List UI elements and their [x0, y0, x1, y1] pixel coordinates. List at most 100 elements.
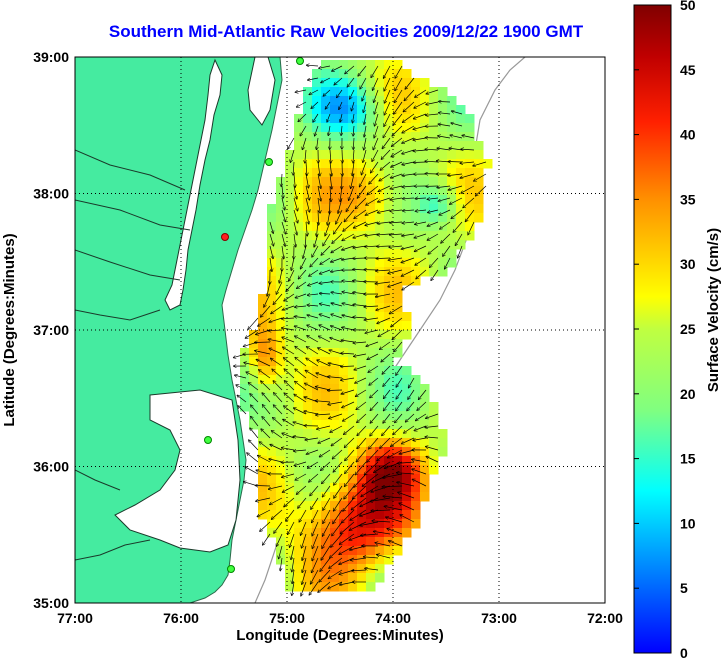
- velocity-cell: [366, 447, 376, 457]
- velocity-arrow: [394, 101, 403, 114]
- velocity-cell: [267, 285, 277, 295]
- velocity-cell: [267, 312, 277, 322]
- velocity-cell: [348, 528, 358, 538]
- velocity-arrow: [310, 257, 319, 267]
- velocity-cell: [402, 240, 412, 250]
- velocity-arrow: [377, 222, 391, 224]
- velocity-cell: [339, 69, 349, 79]
- velocity-cell: [429, 429, 439, 439]
- velocity-cell: [321, 339, 331, 349]
- velocity-cell: [303, 411, 313, 421]
- velocity-cell: [384, 285, 394, 295]
- velocity-cell: [258, 420, 268, 430]
- velocity-cell: [384, 339, 394, 349]
- velocity-cell: [366, 123, 376, 133]
- velocity-arrow: [272, 431, 283, 439]
- velocity-arrow: [264, 293, 271, 307]
- velocity-cell: [339, 510, 349, 520]
- velocity-cell: [420, 123, 430, 133]
- velocity-arrow: [269, 348, 283, 355]
- velocity-cell: [267, 438, 277, 448]
- velocity-cell: [438, 267, 448, 277]
- velocity-cell: [330, 429, 340, 439]
- velocity-cell: [339, 132, 349, 142]
- velocity-arrow: [414, 162, 427, 163]
- velocity-cell: [339, 177, 349, 187]
- velocity-cell: [330, 168, 340, 178]
- velocity-arrow: [462, 135, 475, 139]
- velocity-arrow: [281, 221, 286, 234]
- velocity-cell: [330, 78, 340, 88]
- velocity-arrow: [384, 77, 391, 91]
- velocity-cell: [366, 546, 376, 556]
- velocity-cell: [330, 150, 340, 160]
- velocity-arrow: [400, 515, 415, 523]
- velocity-arrow: [339, 545, 355, 554]
- velocity-arrow: [384, 389, 391, 398]
- latitude-tick-label: 39:00: [33, 49, 69, 65]
- velocity-cell: [375, 267, 385, 277]
- velocity-cell: [429, 267, 439, 277]
- velocity-cell: [357, 141, 367, 151]
- velocity-cell: [393, 258, 403, 268]
- velocity-cell: [330, 528, 340, 538]
- velocity-arrow: [351, 101, 355, 111]
- velocity-cell: [321, 177, 331, 187]
- velocity-cell: [357, 447, 367, 457]
- velocity-arrow: [306, 449, 319, 454]
- velocity-cell: [411, 168, 421, 178]
- velocity-arrow: [292, 557, 295, 572]
- velocity-arrow: [307, 336, 319, 343]
- velocity-cell: [303, 204, 313, 214]
- velocity-arrow: [461, 149, 475, 150]
- velocity-arrow: [291, 545, 295, 560]
- velocity-arrow: [343, 497, 355, 511]
- velocity-cell: [312, 546, 322, 556]
- velocity-arrow: [272, 509, 283, 519]
- velocity-cell: [312, 393, 322, 403]
- velocity-cell: [285, 222, 295, 232]
- velocity-cell: [330, 474, 340, 484]
- velocity-cell: [474, 186, 484, 196]
- velocity-arrow: [283, 419, 295, 427]
- velocity-arrow: [276, 533, 283, 546]
- velocity-arrow: [374, 101, 379, 114]
- velocity-cell: [330, 159, 340, 169]
- velocity-arrow: [425, 437, 439, 438]
- velocity-cell: [303, 222, 313, 232]
- velocity-arrow: [310, 485, 319, 496]
- velocity-arrow: [345, 473, 355, 486]
- velocity-cell: [267, 321, 277, 331]
- velocity-arrow: [307, 305, 319, 306]
- velocity-arrow: [297, 101, 307, 107]
- velocity-arrow: [413, 125, 427, 129]
- velocity-arrow: [399, 503, 415, 511]
- velocity-cell: [429, 159, 439, 169]
- velocity-arrow: [380, 341, 391, 349]
- velocity-cell: [267, 276, 277, 286]
- velocity-cell: [285, 582, 295, 592]
- velocity-cell: [339, 420, 349, 430]
- velocity-cell: [402, 222, 412, 232]
- velocity-cell: [402, 195, 412, 205]
- velocity-arrow: [269, 257, 272, 271]
- velocity-cell: [312, 402, 322, 412]
- velocity-cell: [294, 447, 304, 457]
- velocity-cell: [375, 321, 385, 331]
- velocity-cell: [303, 339, 313, 349]
- velocity-cell: [375, 168, 385, 178]
- velocity-cell: [330, 564, 340, 574]
- velocity-cell: [402, 402, 412, 412]
- velocity-cell: [312, 456, 322, 466]
- velocity-cell: [384, 96, 394, 106]
- velocity-arrow: [413, 479, 427, 487]
- velocity-cell: [420, 141, 430, 151]
- velocity-cell: [438, 150, 448, 160]
- velocity-cell: [258, 501, 268, 511]
- velocity-cell: [402, 456, 412, 466]
- velocity-cell: [276, 438, 286, 448]
- velocity-cell: [321, 492, 331, 502]
- velocity-cell: [348, 465, 358, 475]
- velocity-arrow: [311, 569, 319, 584]
- velocity-cell: [312, 96, 322, 106]
